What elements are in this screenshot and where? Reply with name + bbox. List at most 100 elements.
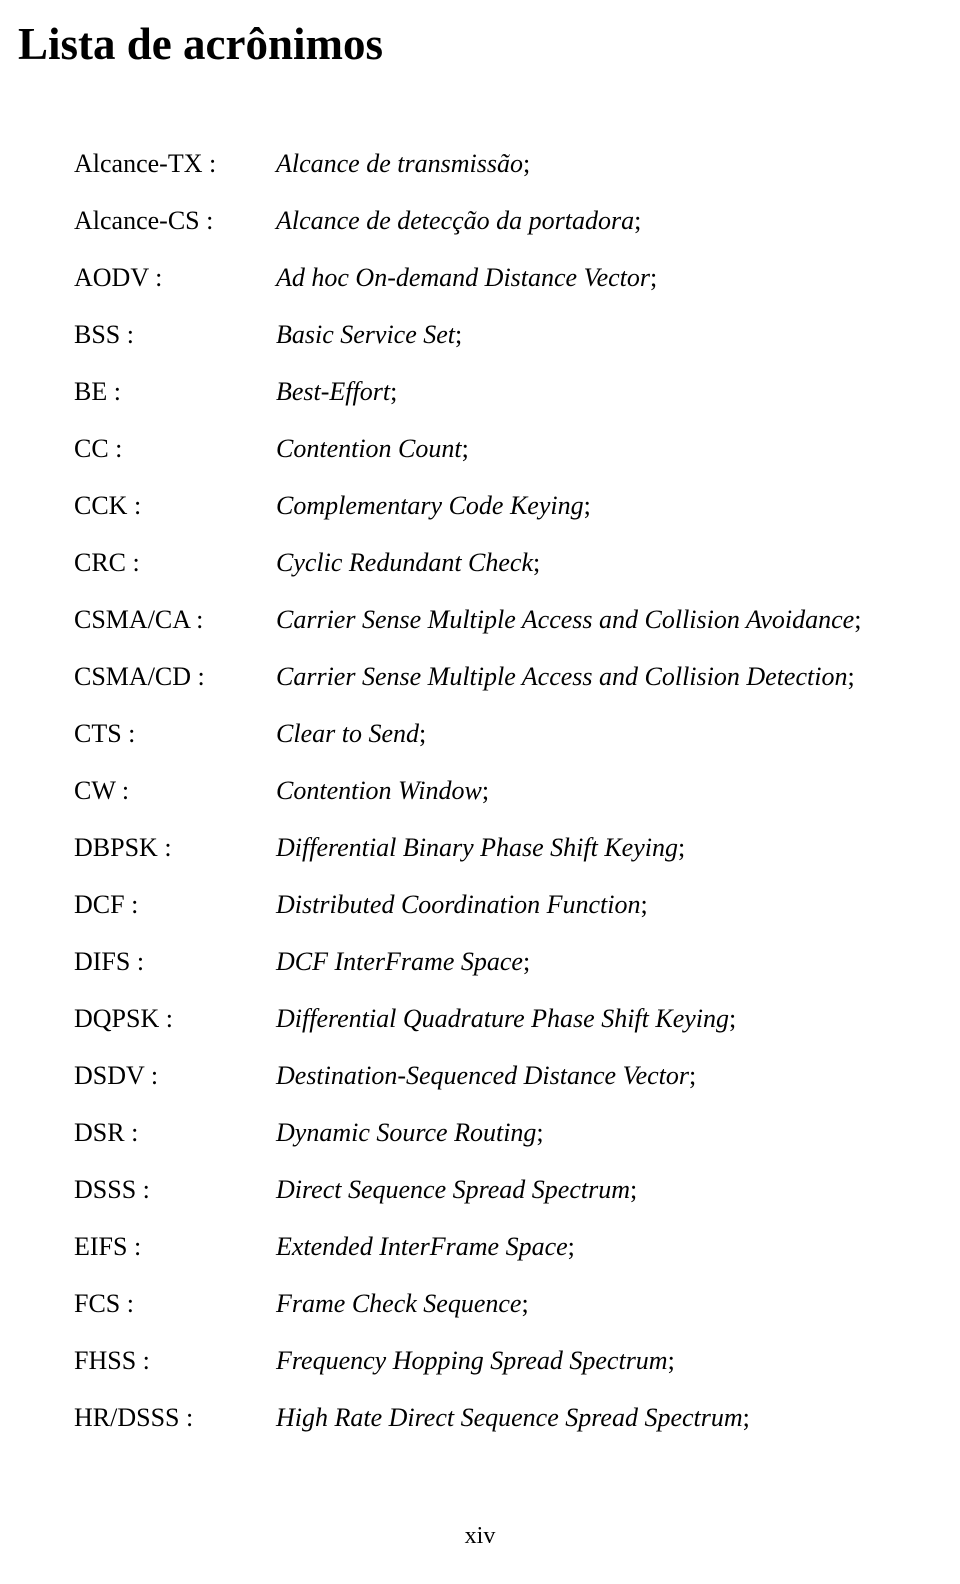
acronym-row: DSSS :Direct Sequence Spread Spectrum; (74, 1174, 900, 1205)
acronym-definition: Destination-Sequenced Distance Vector; (276, 1060, 900, 1091)
acronym-definition: Contention Window; (276, 775, 900, 806)
acronym-row: CCK :Complementary Code Keying; (74, 490, 900, 521)
acronym-term: DSDV : (74, 1060, 276, 1091)
separator: ; (729, 1004, 736, 1033)
acronym-definition: DCF InterFrame Space; (276, 946, 900, 977)
definition-text: Ad hoc On-demand Distance Vector (276, 263, 650, 292)
definition-text: Carrier Sense Multiple Access and Collis… (276, 662, 847, 691)
acronym-row: CSMA/CA :Carrier Sense Multiple Access a… (74, 604, 900, 635)
definition-text: Cyclic Redundant Check (276, 548, 533, 577)
definition-text: Best-Effort (276, 377, 390, 406)
acronym-term: CSMA/CA : (74, 604, 276, 635)
acronym-definition: High Rate Direct Sequence Spread Spectru… (276, 1402, 900, 1433)
acronym-definition: Ad hoc On-demand Distance Vector; (276, 262, 900, 293)
definition-text: Differential Binary Phase Shift Keying (276, 833, 678, 862)
separator: ; (521, 1289, 528, 1318)
acronym-row: DQPSK :Differential Quadrature Phase Shi… (74, 1003, 900, 1034)
acronym-definition: Basic Service Set; (276, 319, 900, 350)
separator: ; (568, 1232, 575, 1261)
definition-text: DCF InterFrame Space (276, 947, 523, 976)
acronym-row: CC :Contention Count; (74, 433, 900, 464)
acronym-definition: Carrier Sense Multiple Access and Collis… (276, 604, 900, 635)
separator: ; (668, 1346, 675, 1375)
page-number: xiv (0, 1523, 960, 1550)
separator: ; (743, 1403, 750, 1432)
definition-text: High Rate Direct Sequence Spread Spectru… (276, 1403, 743, 1432)
definition-text: Frequency Hopping Spread Spectrum (276, 1346, 668, 1375)
acronym-row: FCS :Frame Check Sequence; (74, 1288, 900, 1319)
acronym-row: Alcance-TX :Alcance de transmissão; (74, 148, 900, 179)
acronym-row: DSDV :Destination-Sequenced Distance Vec… (74, 1060, 900, 1091)
separator: ; (630, 1175, 637, 1204)
acronym-row: CW :Contention Window; (74, 775, 900, 806)
acronym-definition: Alcance de detecção da portadora; (276, 205, 900, 236)
acronym-row: Alcance-CS :Alcance de detecção da porta… (74, 205, 900, 236)
definition-text: Complementary Code Keying (276, 491, 584, 520)
separator: ; (640, 890, 647, 919)
separator: ; (523, 947, 530, 976)
acronym-definition: Cyclic Redundant Check; (276, 547, 900, 578)
acronym-row: FHSS :Frequency Hopping Spread Spectrum; (74, 1345, 900, 1376)
acronym-term: CSMA/CD : (74, 661, 276, 692)
definition-text: Direct Sequence Spread Spectrum (276, 1175, 630, 1204)
acronym-term: BE : (74, 376, 276, 407)
definition-text: Alcance de transmissão (276, 149, 523, 178)
acronym-row: AODV :Ad hoc On-demand Distance Vector; (74, 262, 900, 293)
acronym-term: Alcance-TX : (74, 148, 276, 179)
separator: ; (678, 833, 685, 862)
acronym-definition: Distributed Coordination Function; (276, 889, 900, 920)
page: Lista de acrônimos Alcance-TX :Alcance d… (0, 0, 960, 1584)
separator: ; (634, 206, 641, 235)
definition-text: Alcance de detecção da portadora (276, 206, 634, 235)
acronym-definition: Alcance de transmissão; (276, 148, 900, 179)
separator: ; (419, 719, 426, 748)
separator: ; (533, 548, 540, 577)
acronym-term: DIFS : (74, 946, 276, 977)
acronym-definition: Extended InterFrame Space; (276, 1231, 900, 1262)
definition-text: Extended InterFrame Space (276, 1232, 568, 1261)
acronym-term: CCK : (74, 490, 276, 521)
separator: ; (847, 662, 854, 691)
separator: ; (584, 491, 591, 520)
definition-text: Carrier Sense Multiple Access and Collis… (276, 605, 854, 634)
acronym-term: HR/DSSS : (74, 1402, 276, 1433)
acronym-term: DSSS : (74, 1174, 276, 1205)
acronym-row: DCF :Distributed Coordination Function; (74, 889, 900, 920)
definition-text: Destination-Sequenced Distance Vector (276, 1061, 689, 1090)
page-title: Lista de acrônimos (18, 18, 900, 70)
separator: ; (462, 434, 469, 463)
separator: ; (536, 1118, 543, 1147)
definition-text: Distributed Coordination Function (276, 890, 640, 919)
acronym-row: EIFS :Extended InterFrame Space; (74, 1231, 900, 1262)
definition-text: Contention Window (276, 776, 482, 805)
acronym-row: DIFS :DCF InterFrame Space; (74, 946, 900, 977)
definition-text: Frame Check Sequence (276, 1289, 521, 1318)
separator: ; (854, 605, 861, 634)
separator: ; (390, 377, 397, 406)
acronym-row: DSR :Dynamic Source Routing; (74, 1117, 900, 1148)
acronym-row: CSMA/CD :Carrier Sense Multiple Access a… (74, 661, 900, 692)
acronym-row: DBPSK :Differential Binary Phase Shift K… (74, 832, 900, 863)
acronym-row: BE :Best-Effort; (74, 376, 900, 407)
acronym-term: Alcance-CS : (74, 205, 276, 236)
acronym-definition: Direct Sequence Spread Spectrum; (276, 1174, 900, 1205)
definition-text: Clear to Send (276, 719, 419, 748)
definition-text: Differential Quadrature Phase Shift Keyi… (276, 1004, 729, 1033)
acronym-term: CW : (74, 775, 276, 806)
acronym-definition: Contention Count; (276, 433, 900, 464)
acronym-definition: Differential Binary Phase Shift Keying; (276, 832, 900, 863)
acronym-term: FCS : (74, 1288, 276, 1319)
definition-text: Contention Count (276, 434, 462, 463)
acronym-term: AODV : (74, 262, 276, 293)
definition-text: Dynamic Source Routing (276, 1118, 536, 1147)
acronym-term: BSS : (74, 319, 276, 350)
separator: ; (482, 776, 489, 805)
acronym-row: CTS :Clear to Send; (74, 718, 900, 749)
separator: ; (455, 320, 462, 349)
separator: ; (689, 1061, 696, 1090)
acronym-term: CRC : (74, 547, 276, 578)
acronym-definition: Frame Check Sequence; (276, 1288, 900, 1319)
acronym-definition: Dynamic Source Routing; (276, 1117, 900, 1148)
acronym-row: CRC :Cyclic Redundant Check; (74, 547, 900, 578)
acronym-term: DBPSK : (74, 832, 276, 863)
